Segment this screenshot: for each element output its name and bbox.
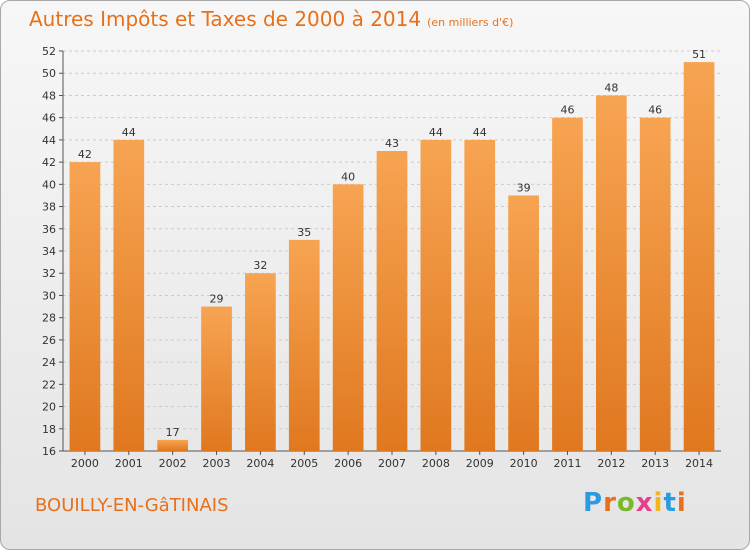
y-tick-label: 52: [42, 45, 56, 58]
data-label: 35: [297, 226, 311, 239]
y-tick-label: 46: [42, 112, 56, 125]
chart-unit: (en milliers d'€): [427, 16, 514, 29]
y-tick-label: 28: [42, 312, 56, 325]
bar: [420, 139, 452, 451]
data-label: 17: [166, 426, 180, 439]
data-label: 44: [429, 126, 443, 139]
bar: [245, 273, 276, 451]
data-label: 44: [473, 126, 487, 139]
bar: [332, 184, 364, 452]
bar: [201, 306, 232, 451]
x-tick-label: 2007: [378, 457, 406, 470]
x-tick-label: 2012: [597, 457, 625, 470]
bar: [464, 139, 496, 451]
data-label: 43: [385, 137, 399, 150]
y-tick-label: 36: [42, 223, 56, 236]
data-label: 51: [692, 48, 706, 61]
commune-name: BOUILLY-EN-GâTINAIS: [35, 495, 229, 516]
data-label: 32: [253, 259, 267, 272]
y-tick-label: 32: [42, 267, 56, 280]
y-tick-label: 24: [42, 356, 56, 369]
data-label: 48: [604, 81, 618, 94]
y-tick-label: 40: [42, 178, 56, 191]
x-tick-label: 2001: [115, 457, 143, 470]
y-tick-label: 30: [42, 289, 56, 302]
y-tick-label: 48: [42, 89, 56, 102]
data-label: 46: [648, 104, 662, 117]
bar: [683, 62, 715, 451]
bar: [157, 439, 189, 451]
bar: [595, 95, 627, 451]
x-tick-label: 2005: [290, 457, 318, 470]
bar: [639, 117, 671, 452]
data-label: 46: [560, 104, 574, 117]
x-tick-label: 2009: [466, 457, 494, 470]
data-label: 42: [78, 148, 92, 161]
x-tick-label: 2013: [641, 457, 669, 470]
x-tick-label: 2006: [334, 457, 362, 470]
y-tick-label: 20: [42, 401, 56, 414]
data-label: 44: [122, 126, 136, 139]
bar: [288, 239, 320, 451]
bar: [552, 117, 583, 452]
x-tick-label: 2010: [510, 457, 538, 470]
x-tick-label: 2000: [71, 457, 99, 470]
axes: 16 18 20 22 24 26 28 30 32 34 36 38 40 42 44 46 48 50 52 20…: [42, 45, 721, 470]
proxiti-logo: Proxiti: [583, 488, 687, 518]
y-tick-label: 34: [42, 245, 56, 258]
x-tick-label: 2004: [246, 457, 274, 470]
x-tick-label: 2003: [203, 457, 231, 470]
y-tick-label: 38: [42, 201, 56, 214]
bars: [69, 62, 715, 452]
y-tick-label: 18: [42, 423, 56, 436]
data-label: 39: [517, 181, 531, 194]
bar: [113, 139, 145, 451]
x-tick-label: 2011: [553, 457, 581, 470]
bar: [508, 195, 539, 451]
x-tick-label: 2008: [422, 457, 450, 470]
data-label: 29: [210, 293, 224, 306]
chart-title-text: Autres Impôts et Taxes de 2000 à 2014: [29, 7, 422, 31]
y-tick-label: 44: [42, 134, 56, 147]
chart-title: Autres Impôts et Taxes de 2000 à 2014 (en…: [29, 7, 513, 31]
y-tick-label: 26: [42, 334, 56, 347]
bar: [376, 151, 408, 451]
data-label: 40: [341, 170, 355, 183]
x-tick-label: 2002: [159, 457, 187, 470]
labels: 42 44 17 29 32 35 40 43 44 44 39 46 48 46 51: [78, 48, 706, 439]
y-tick-label: 16: [42, 445, 56, 458]
y-tick-label: 42: [42, 156, 56, 169]
y-tick-label: 22: [42, 378, 56, 391]
x-tick-label: 2014: [685, 457, 713, 470]
bar: [69, 162, 101, 451]
y-tick-label: 50: [42, 67, 56, 80]
